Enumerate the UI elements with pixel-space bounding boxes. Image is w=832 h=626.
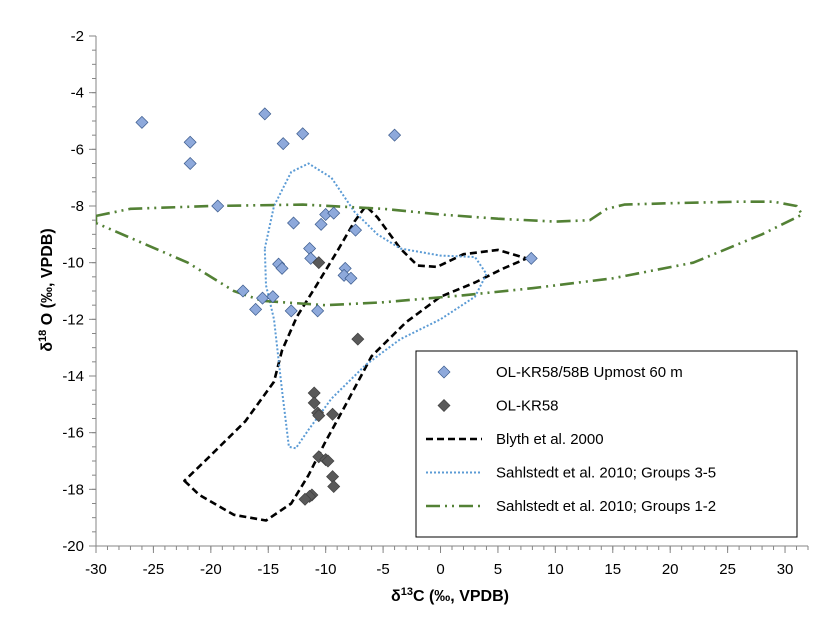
ol-kr58-point	[327, 480, 341, 493]
upmost-point	[183, 157, 197, 170]
upmost-point	[311, 304, 325, 318]
legend-marker	[437, 365, 451, 379]
upmost-point	[183, 135, 197, 149]
x-axis-title: δ13C (‰, VPDB)	[391, 586, 509, 605]
x-tick-label: -20	[200, 561, 222, 578]
legend-item: Sahlstedt et al. 2010; Groups 3-5	[426, 465, 716, 482]
legend-label: Sahlstedt et al. 2010; Groups 1-2	[496, 498, 716, 515]
upmost-point	[327, 206, 341, 220]
axes	[89, 35, 809, 553]
upmost-point	[266, 290, 280, 304]
x-tick-label: 5	[494, 561, 502, 578]
legend-label: Blyth et al. 2000	[496, 431, 604, 448]
x-tick-label: 10	[547, 561, 564, 578]
x-tick-label: 15	[604, 561, 621, 578]
legend-item: OL-KR58	[437, 398, 559, 415]
upmost-point	[349, 223, 363, 237]
y-tick-label: -6	[71, 141, 84, 158]
upmost-point	[211, 199, 225, 213]
y-tick-label: -16	[62, 425, 84, 442]
legend-label: OL-KR58/58B Upmost 60 m	[496, 364, 683, 381]
upmost-point	[524, 251, 538, 265]
ol-kr58-point	[312, 256, 326, 270]
upmost-point	[296, 127, 310, 141]
ol-kr58-point	[326, 470, 340, 484]
legend-label: Sahlstedt et al. 2010; Groups 3-5	[496, 465, 716, 482]
upmost-point	[388, 128, 402, 142]
upmost-point	[236, 284, 250, 298]
y-tick-label: -20	[62, 538, 84, 555]
envelope-sahlstedt-et-al-2010-groups-3-5	[263, 162, 488, 450]
upmost-point	[284, 304, 298, 318]
legend-label: OL-KR58	[496, 398, 559, 415]
x-tick-label: -25	[143, 561, 165, 578]
legend: OL-KR58/58B Upmost 60 m OL-KR58 Blyth et a…	[415, 350, 798, 538]
upmost-point	[344, 271, 358, 285]
upmost-point	[303, 242, 317, 255]
upmost-point	[135, 115, 149, 129]
x-tick-label: 20	[662, 561, 679, 578]
legend-item: OL-KR58/58B Upmost 60 m	[437, 364, 683, 381]
ol-kr58-point	[312, 409, 326, 423]
y-tick-label: -10	[62, 255, 84, 272]
x-tick-label: 30	[777, 561, 794, 578]
upmost-point	[275, 261, 289, 275]
ol-kr58-point	[298, 492, 312, 506]
x-tick-label: 0	[436, 561, 444, 578]
y-tick-label: -8	[71, 198, 84, 215]
y-tick-label: -12	[62, 311, 84, 328]
upmost-point	[249, 302, 263, 316]
envelope-blyth-et-al-2000	[183, 204, 528, 522]
x-tick-label: -30	[85, 561, 107, 578]
ol-kr58-point	[307, 396, 321, 410]
upmost-point	[287, 216, 301, 230]
ol-kr58-point	[326, 407, 340, 421]
envelope-sahlstedt-et-al-2010-groups-1-2	[96, 200, 804, 307]
x-tick-label: -5	[376, 561, 389, 578]
y-axis-title: δ18 O (‰, VPDB)	[37, 228, 56, 351]
y-tick-label: -14	[62, 368, 84, 385]
legend-item: Blyth et al. 2000	[426, 431, 604, 448]
upmost-point	[276, 137, 290, 151]
x-tick-label: -15	[257, 561, 279, 578]
upmost-point	[337, 268, 351, 282]
upmost-point	[314, 217, 328, 231]
y-tick-label: -4	[71, 85, 84, 102]
legend-item: Sahlstedt et al. 2010; Groups 1-2	[426, 498, 716, 515]
upmost-point	[258, 107, 272, 121]
legend-marker	[437, 399, 451, 412]
y-tick-label: -18	[62, 481, 84, 498]
x-tick-label: 25	[719, 561, 736, 578]
upmost-point	[256, 291, 270, 305]
ol-kr58-point	[321, 454, 335, 468]
y-tick-label: -2	[71, 28, 84, 45]
ol-kr58-point	[351, 332, 365, 346]
x-tick-label: -10	[315, 561, 337, 578]
